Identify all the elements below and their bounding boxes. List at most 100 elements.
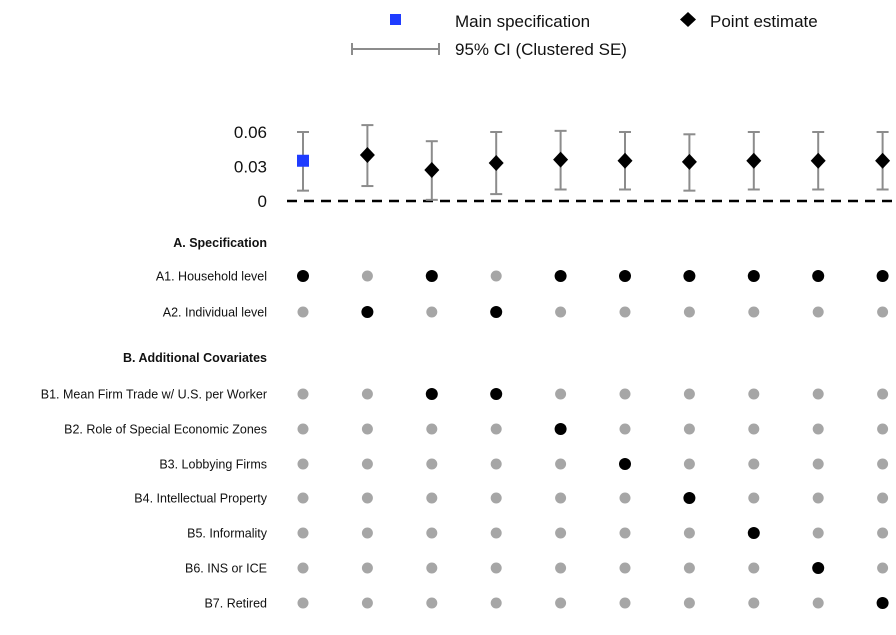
matrix-dot-inactive xyxy=(877,527,889,539)
matrix-dot-active xyxy=(747,270,760,282)
matrix-dot-inactive xyxy=(555,388,567,400)
matrix-dot-inactive xyxy=(683,423,695,435)
matrix-dot-inactive xyxy=(426,492,438,504)
matrix-dot-active xyxy=(554,270,567,282)
point-estimate xyxy=(488,155,504,172)
matrix-dot-inactive xyxy=(748,597,760,609)
confidence-intervals xyxy=(297,124,889,201)
row-label: A1. Household level xyxy=(156,270,267,284)
matrix-dot-active xyxy=(619,270,631,282)
matrix-dot-active xyxy=(619,458,631,470)
row-label: B5. Informality xyxy=(187,527,268,541)
matrix-dot-inactive xyxy=(683,458,695,470)
matrix-dot-inactive xyxy=(426,423,438,435)
matrix-dot-inactive xyxy=(619,492,631,504)
matrix-dot-inactive xyxy=(877,306,889,318)
matrix-dot-active xyxy=(425,388,438,400)
matrix-dot-inactive xyxy=(619,597,631,609)
matrix-dot-inactive xyxy=(877,492,889,504)
matrix-dot-inactive xyxy=(555,527,567,539)
matrix-dot-inactive xyxy=(426,306,438,318)
legend-main-spec-marker xyxy=(390,14,401,25)
matrix-dot-active xyxy=(490,306,503,318)
matrix-dot-active xyxy=(812,562,825,574)
matrix-dot-inactive xyxy=(297,597,309,609)
matrix-row: B2. Role of Special Economic Zones xyxy=(64,423,889,437)
row-label: B3. Lobbying Firms xyxy=(159,458,267,472)
matrix-dot-active xyxy=(297,270,309,282)
matrix-dot-inactive xyxy=(748,306,760,318)
point-estimate xyxy=(553,151,569,168)
row-label: B4. Intellectual Property xyxy=(134,492,267,506)
matrix-dot-inactive xyxy=(361,597,373,609)
legend-point-estimate-label: Point estimate xyxy=(710,12,818,31)
matrix-dot-inactive xyxy=(812,388,824,400)
matrix-dot-active xyxy=(812,270,825,282)
y-tick-label: 0.06 xyxy=(234,123,267,142)
matrix-dot-inactive xyxy=(877,388,889,400)
matrix-row: B1. Mean Firm Trade w/ U.S. per Worker xyxy=(41,388,889,402)
matrix-row: B6. INS or ICE xyxy=(185,562,889,576)
point-estimate xyxy=(681,153,697,170)
legend-main-spec-label: Main specification xyxy=(455,12,590,31)
matrix-dot-inactive xyxy=(748,562,760,574)
matrix-dot-active xyxy=(490,388,503,400)
legend-point-estimate-marker xyxy=(680,12,696,27)
point-estimates xyxy=(297,147,891,178)
point-estimate xyxy=(810,152,826,169)
matrix-dot-inactive xyxy=(812,306,824,318)
matrix-dot-inactive xyxy=(490,270,502,282)
matrix-dot-inactive xyxy=(490,597,502,609)
point-estimate xyxy=(359,147,375,163)
row-label: B7. Retired xyxy=(204,597,267,611)
matrix-dot-active xyxy=(425,270,438,282)
specification-matrix: A. Specification A1. Household level A2. I… xyxy=(41,236,889,611)
matrix-dot-inactive xyxy=(555,597,567,609)
point-estimate xyxy=(875,152,891,169)
point-estimate xyxy=(424,161,440,178)
matrix-dot-active xyxy=(683,270,696,282)
matrix-dot-inactive xyxy=(361,270,373,282)
matrix-dot-inactive xyxy=(297,306,309,318)
matrix-dot-inactive xyxy=(812,458,824,470)
matrix-dot-inactive xyxy=(490,562,502,574)
matrix-dot-inactive xyxy=(297,492,309,504)
legend-ci-label: 95% CI (Clustered SE) xyxy=(455,40,627,59)
matrix-dot-inactive xyxy=(748,492,760,504)
matrix-dot-inactive xyxy=(812,492,824,504)
matrix-row: B7. Retired xyxy=(204,597,889,611)
matrix-dot-inactive xyxy=(361,562,373,574)
matrix-dot-inactive xyxy=(877,423,889,435)
matrix-dot-inactive xyxy=(812,423,824,435)
matrix-dot-inactive xyxy=(297,458,309,470)
matrix-dot-inactive xyxy=(297,562,309,574)
matrix-dot-inactive xyxy=(426,527,438,539)
matrix-dot-inactive xyxy=(490,423,502,435)
matrix-dot-inactive xyxy=(426,458,438,470)
y-tick-label: 0 xyxy=(258,192,267,211)
matrix-dot-inactive xyxy=(297,388,309,400)
row-label: B1. Mean Firm Trade w/ U.S. per Worker xyxy=(41,388,267,402)
matrix-dot-inactive xyxy=(361,527,373,539)
point-estimate xyxy=(617,152,633,169)
matrix-dot-inactive xyxy=(877,458,889,470)
matrix-dot-inactive xyxy=(555,458,567,470)
matrix-dot-inactive xyxy=(361,492,373,504)
matrix-dot-inactive xyxy=(683,527,695,539)
matrix-dot-active xyxy=(683,492,696,504)
matrix-dot-active xyxy=(554,423,567,435)
matrix-dot-inactive xyxy=(812,527,824,539)
matrix-dot-active xyxy=(876,270,889,282)
matrix-dot-inactive xyxy=(555,562,567,574)
legend-ci-marker xyxy=(351,43,440,55)
matrix-dot-inactive xyxy=(683,388,695,400)
matrix-row: A1. Household level xyxy=(156,270,889,284)
matrix-dot-inactive xyxy=(297,423,309,435)
matrix-dot-inactive xyxy=(812,597,824,609)
matrix-row: B4. Intellectual Property xyxy=(134,492,889,506)
point-estimate xyxy=(746,152,762,169)
matrix-dot-inactive xyxy=(297,527,309,539)
matrix-dot-inactive xyxy=(490,458,502,470)
matrix-dot-inactive xyxy=(683,597,695,609)
